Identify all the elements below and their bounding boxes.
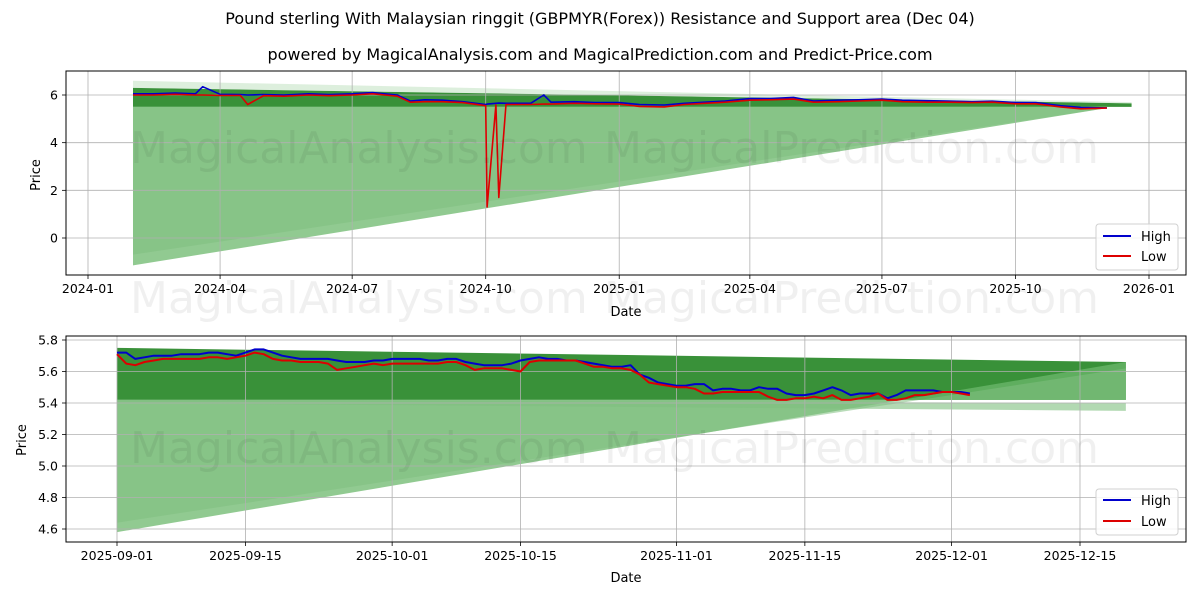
x-tick-label: 2025-04 [724, 281, 776, 296]
y-tick-label: 6 [50, 88, 58, 103]
top-grid [66, 71, 1186, 275]
band-support-light-inner [132, 106, 1107, 255]
x-tick-label: 2025-07 [856, 281, 908, 296]
low-price-line [133, 93, 1107, 208]
legend-low-label: Low [1141, 515, 1167, 530]
watermarks: MagicalAnalysis.com MagicalPrediction.co… [130, 123, 1099, 474]
x-tick-label: 2025-10-01 [356, 548, 429, 563]
y-tick-label: 5.6 [38, 364, 58, 379]
bottom-price-lines [116, 348, 971, 401]
x-tick-label: 2025-12-15 [1044, 548, 1117, 563]
bottom-legend: High Low [1095, 488, 1179, 536]
x-tick-label: 2025-01 [593, 281, 645, 296]
top-chart: 2024-01 2024-04 2024-07 2024-10 2025-01 2025-… [29, 70, 1187, 320]
bottom-axes-frame [65, 335, 1187, 543]
watermark-prediction-mid: MagicalPrediction.com [604, 273, 1099, 324]
bottom-y-axis-label: Price [15, 424, 30, 456]
bottom-axis-ticks: 2025-09-01 2025-09-15 2025-10-01 2025-10-15… [38, 333, 1116, 564]
top-axes-frame [65, 70, 1187, 276]
watermark-analysis-bottom: MagicalAnalysis.com [130, 423, 588, 474]
y-tick-label: 5.8 [38, 333, 58, 348]
chart-subtitle: powered by MagicalAnalysis.com and Magic… [267, 45, 933, 64]
y-tick-label: 5.4 [38, 396, 58, 411]
top-y-axis-label: Price [29, 159, 44, 191]
y-tick-label: 4 [50, 135, 58, 150]
top-x-axis-label: Date [610, 305, 641, 320]
bottom-chart: 2025-09-01 2025-09-15 2025-10-01 2025-10-15… [15, 333, 1187, 586]
top-price-lines [133, 85, 1107, 208]
high-price-line [117, 348, 971, 400]
bottom-x-axis-label: Date [610, 571, 641, 586]
y-tick-label: 4.6 [38, 522, 58, 537]
x-tick-label: 2024-01 [62, 281, 114, 296]
low-price-line [116, 351, 971, 401]
x-tick-label: 2025-10-15 [484, 548, 557, 563]
watermark-prediction-bottom: MagicalPrediction.com [604, 423, 1099, 474]
x-tick-label: 2024-10 [460, 281, 512, 296]
bottom-grid [66, 336, 1186, 542]
y-tick-label: 0 [50, 231, 58, 246]
legend-high-label: High [1141, 230, 1171, 245]
y-tick-label: 4.8 [38, 490, 58, 505]
top-axis-ticks: 2024-01 2024-04 2024-07 2024-10 2025-01 2025-… [50, 88, 1175, 297]
y-tick-label: 5.0 [38, 459, 58, 474]
x-tick-label: 2024-04 [194, 281, 246, 296]
x-tick-label: 2024-07 [326, 281, 378, 296]
y-tick-label: 5.2 [38, 427, 58, 442]
x-tick-label: 2025-12-01 [915, 548, 988, 563]
watermark-prediction-top: MagicalPrediction.com [604, 123, 1099, 174]
top-legend: High Low [1095, 223, 1179, 271]
legend-low-label: Low [1141, 250, 1167, 265]
high-price-line [133, 85, 1107, 109]
x-tick-label: 2026-01 [1123, 281, 1175, 296]
x-tick-label: 2025-09-01 [81, 548, 154, 563]
x-tick-label: 2025-10 [989, 281, 1041, 296]
chart-title: Pound sterling With Malaysian ringgit (G… [225, 9, 975, 28]
watermark-analysis-mid: MagicalAnalysis.com [130, 273, 588, 324]
x-tick-label: 2025-09-15 [209, 548, 282, 563]
x-tick-label: 2025-11-15 [769, 548, 842, 563]
x-tick-label: 2025-11-01 [640, 548, 713, 563]
y-tick-label: 2 [50, 183, 58, 198]
watermark-analysis-top: MagicalAnalysis.com [130, 123, 588, 174]
legend-high-label: High [1141, 494, 1171, 509]
